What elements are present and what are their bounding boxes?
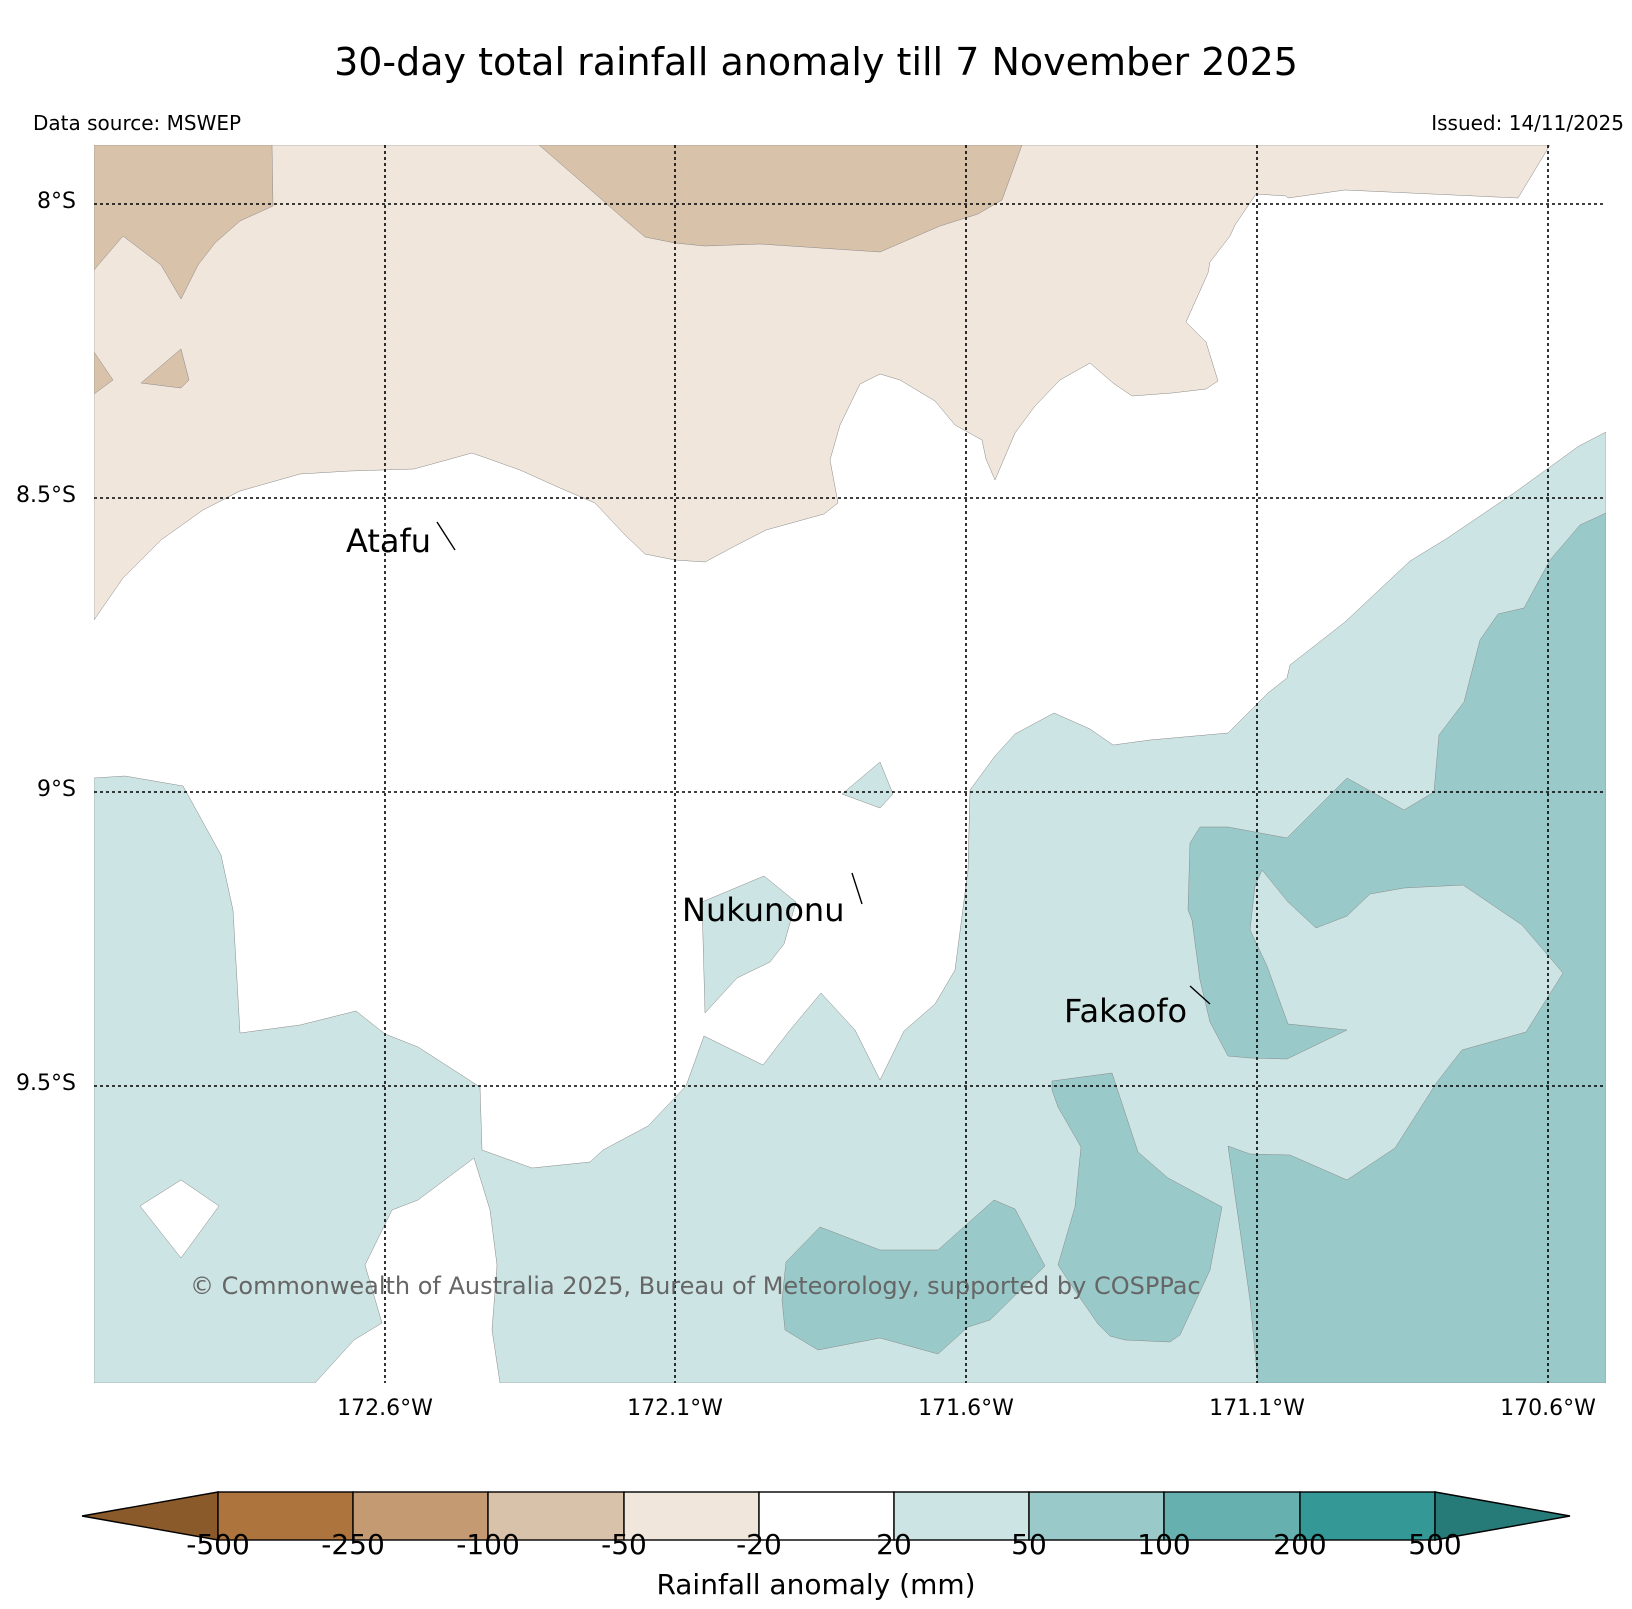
lat-label-8s: 8°S	[37, 189, 76, 214]
colorbar-tick: -50	[601, 1528, 647, 1561]
colorbar-segment-4	[623, 1491, 760, 1541]
map-area	[94, 145, 1606, 1383]
colorbar-tick: -20	[736, 1528, 782, 1561]
lon-label-172-1w: 172.1°W	[627, 1396, 723, 1421]
colorbar-tick: -100	[456, 1528, 520, 1561]
lon-label-172-6w: 172.6°W	[337, 1396, 433, 1421]
graticule	[94, 145, 1606, 1383]
colorbar-segment-9	[1299, 1491, 1436, 1541]
colorbar-segment-8	[1163, 1491, 1301, 1541]
place-label-nukunonu: Nukunonu	[682, 891, 845, 929]
colorbar-segment-6	[893, 1491, 1030, 1541]
place-label-atafu: Atafu	[346, 522, 432, 560]
anomaly-region-50-100-southwest	[781, 1199, 1046, 1355]
colorbar-segment-7	[1028, 1491, 1165, 1541]
anomaly-region-minus50-minus20	[94, 145, 1551, 621]
anomaly-region-20-50-nukunonu	[701, 875, 797, 1014]
data-source-label: Data source: MSWEP	[33, 111, 242, 135]
colorbar-segment-2	[352, 1491, 489, 1541]
colorbar	[81, 1491, 1571, 1541]
lat-label-8-5s: 8.5°S	[16, 483, 76, 508]
anomaly-region-minus100-minus50-edge	[94, 351, 114, 395]
anomaly-region-20-50-small	[841, 761, 894, 809]
anomaly-region-minus100-minus50-north	[538, 145, 1023, 253]
colorbar-segment-3	[487, 1491, 625, 1541]
colorbar-title: Rainfall anomaly (mm)	[656, 1568, 976, 1601]
anomaly-region-minus100-minus50-blob	[140, 348, 190, 389]
map-title: 30-day total rainfall anomaly till 7 Nov…	[334, 40, 1298, 84]
fakaofo-leader-line	[1189, 985, 1211, 1005]
anomaly-region-50-100-south	[1051, 1072, 1223, 1343]
atafu-leader-line	[436, 521, 456, 551]
lon-label-171-6w: 171.6°W	[918, 1396, 1014, 1421]
lon-label-170-6w: 170.6°W	[1500, 1396, 1596, 1421]
lat-label-9-5s: 9.5°S	[16, 1071, 76, 1096]
place-label-fakaofo: Fakaofo	[1064, 992, 1188, 1030]
lon-label-171-1w: 171.1°W	[1209, 1396, 1305, 1421]
colorbar-tick: 500	[1408, 1528, 1462, 1561]
anomaly-region-20-50	[94, 431, 1606, 1383]
colorbar-extend-high	[1434, 1491, 1571, 1541]
colorbar-tick: 50	[1011, 1528, 1047, 1561]
anomaly-region-50-100-east	[1187, 512, 1606, 1383]
colorbar-tick: 100	[1137, 1528, 1191, 1561]
anomaly-region-minus100-minus50-west	[94, 145, 274, 300]
colorbar-tick: 20	[876, 1528, 912, 1561]
lat-label-9s: 9°S	[37, 777, 76, 802]
copyright-notice: © Commonwealth of Australia 2025, Bureau…	[190, 1272, 1201, 1300]
colorbar-tick: -500	[186, 1528, 250, 1561]
colorbar-tick: 200	[1273, 1528, 1327, 1561]
nukunonu-leader-line	[851, 872, 863, 905]
issued-date-label: Issued: 14/11/2025	[1431, 111, 1624, 135]
colorbar-tick: -250	[321, 1528, 385, 1561]
anomaly-hole-white	[139, 1179, 220, 1259]
